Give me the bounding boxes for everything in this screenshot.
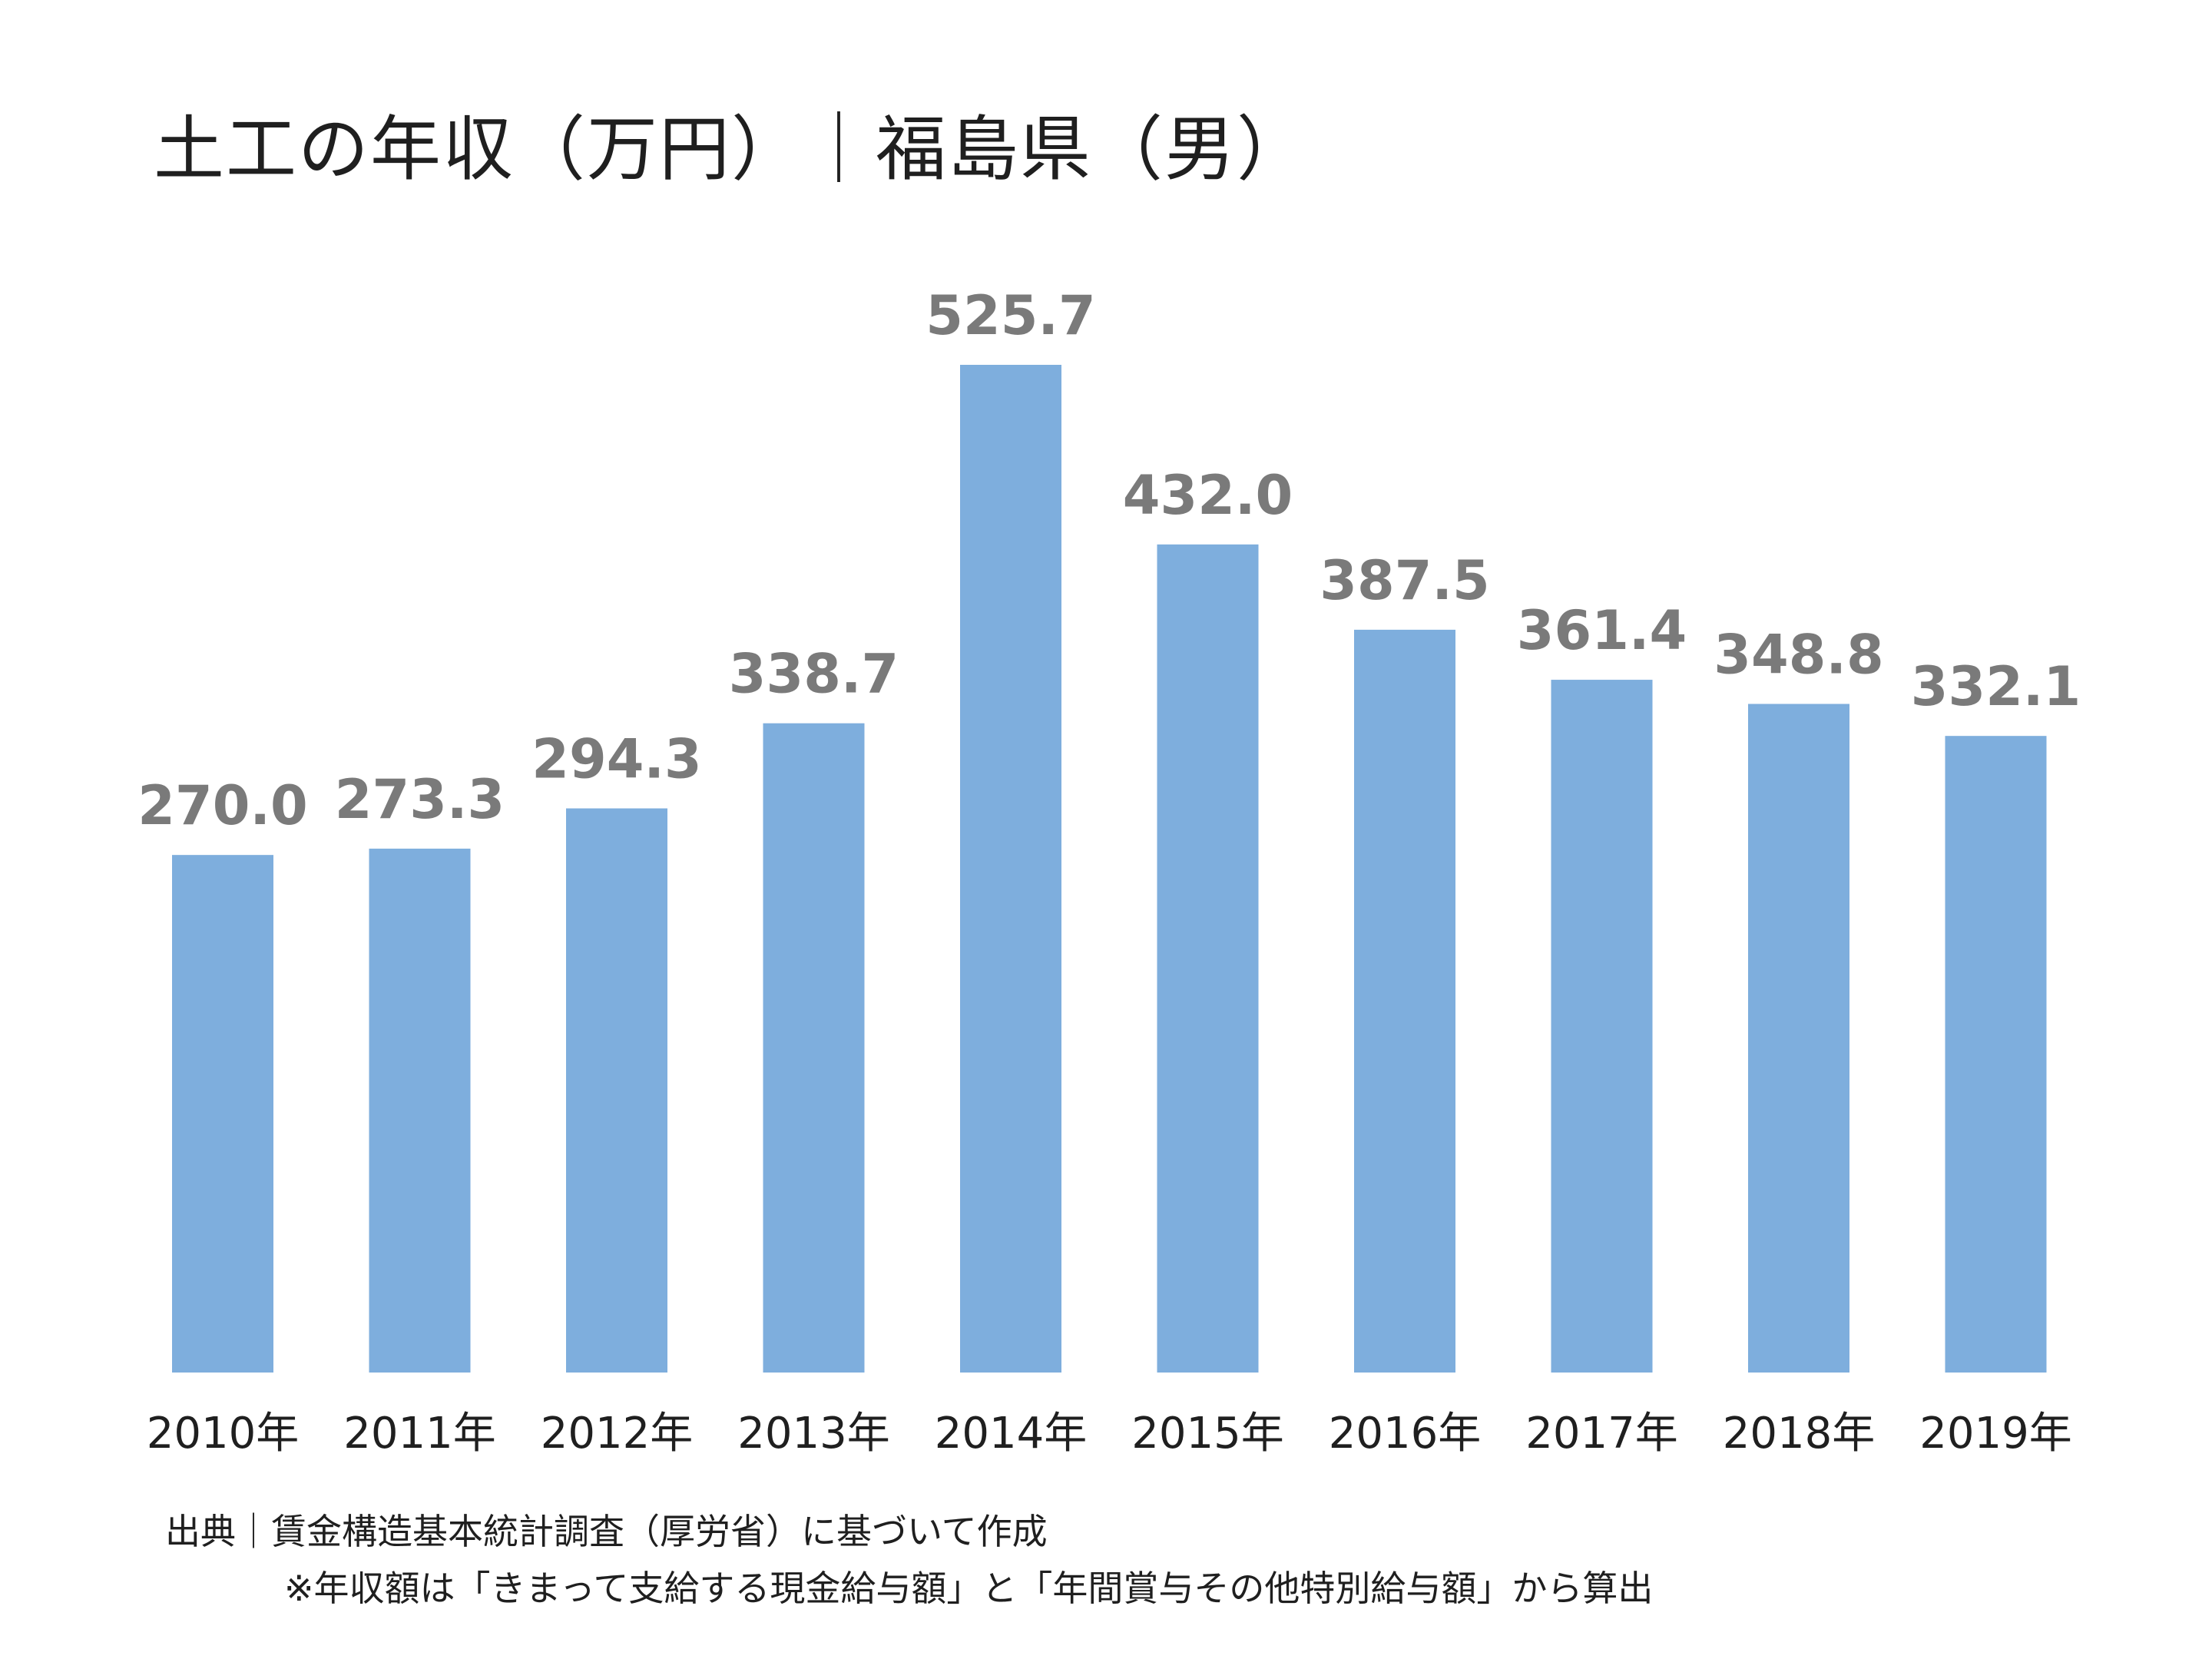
bar-2019年 [1945,736,2047,1373]
bar-2016年 [1354,629,1455,1373]
category-label-2017年: 2017年 [1525,1409,1678,1459]
category-label-2014年: 2014年 [935,1409,1088,1459]
category-label-2012年: 2012年 [541,1409,694,1459]
bar-2013年 [763,723,865,1373]
category-label-2015年: 2015年 [1131,1409,1284,1459]
bar-2012年 [566,808,667,1373]
category-label-2016年: 2016年 [1329,1409,1482,1459]
value-label-2011年: 273.3 [335,768,505,831]
value-label-2013年: 338.7 [729,643,899,706]
bar-2011年 [369,848,471,1373]
value-label-2012年: 294.3 [531,728,701,791]
category-label-2019年: 2019年 [1919,1409,2072,1459]
bar-2017年 [1551,680,1653,1373]
calculation-note: ※年収額は「きまって支給する現金給与額」と「年間賞与その他特別給与額」から算出 [284,1568,1654,1609]
value-label-2019年: 332.1 [1911,655,2081,718]
bar-2010年 [172,855,273,1373]
category-label-2018年: 2018年 [1723,1409,1876,1459]
bars-group [172,365,2047,1373]
value-label-2014年: 525.7 [926,284,1095,347]
category-label-2010年: 2010年 [147,1409,300,1459]
category-label-2011年: 2011年 [343,1409,496,1459]
value-labels-group: 270.0 273.3 294.3 338.7 525.7 432.0 387.5 361.4… [137,284,2081,837]
value-label-2017年: 361.4 [1517,599,1687,662]
bar-2015年 [1157,544,1259,1373]
value-label-2010年: 270.0 [137,774,307,837]
category-labels-group: 2010年 2011年 2012年 2013年 2014年 2015年 2016年 2017年… [147,1409,2072,1459]
bar-2018年 [1748,704,1849,1373]
category-label-2013年: 2013年 [737,1409,890,1459]
chart-title: 土工の年収（万円）｜福島県（男） [154,108,1310,190]
source-note: 出典｜賃金構造基本統計調査（厚労省）に基づいて作成 [165,1511,1048,1552]
value-label-2018年: 348.8 [1714,623,1883,686]
value-label-2016年: 387.5 [1320,549,1489,612]
bar-2014年 [960,365,1061,1373]
value-label-2015年: 432.0 [1123,464,1293,527]
